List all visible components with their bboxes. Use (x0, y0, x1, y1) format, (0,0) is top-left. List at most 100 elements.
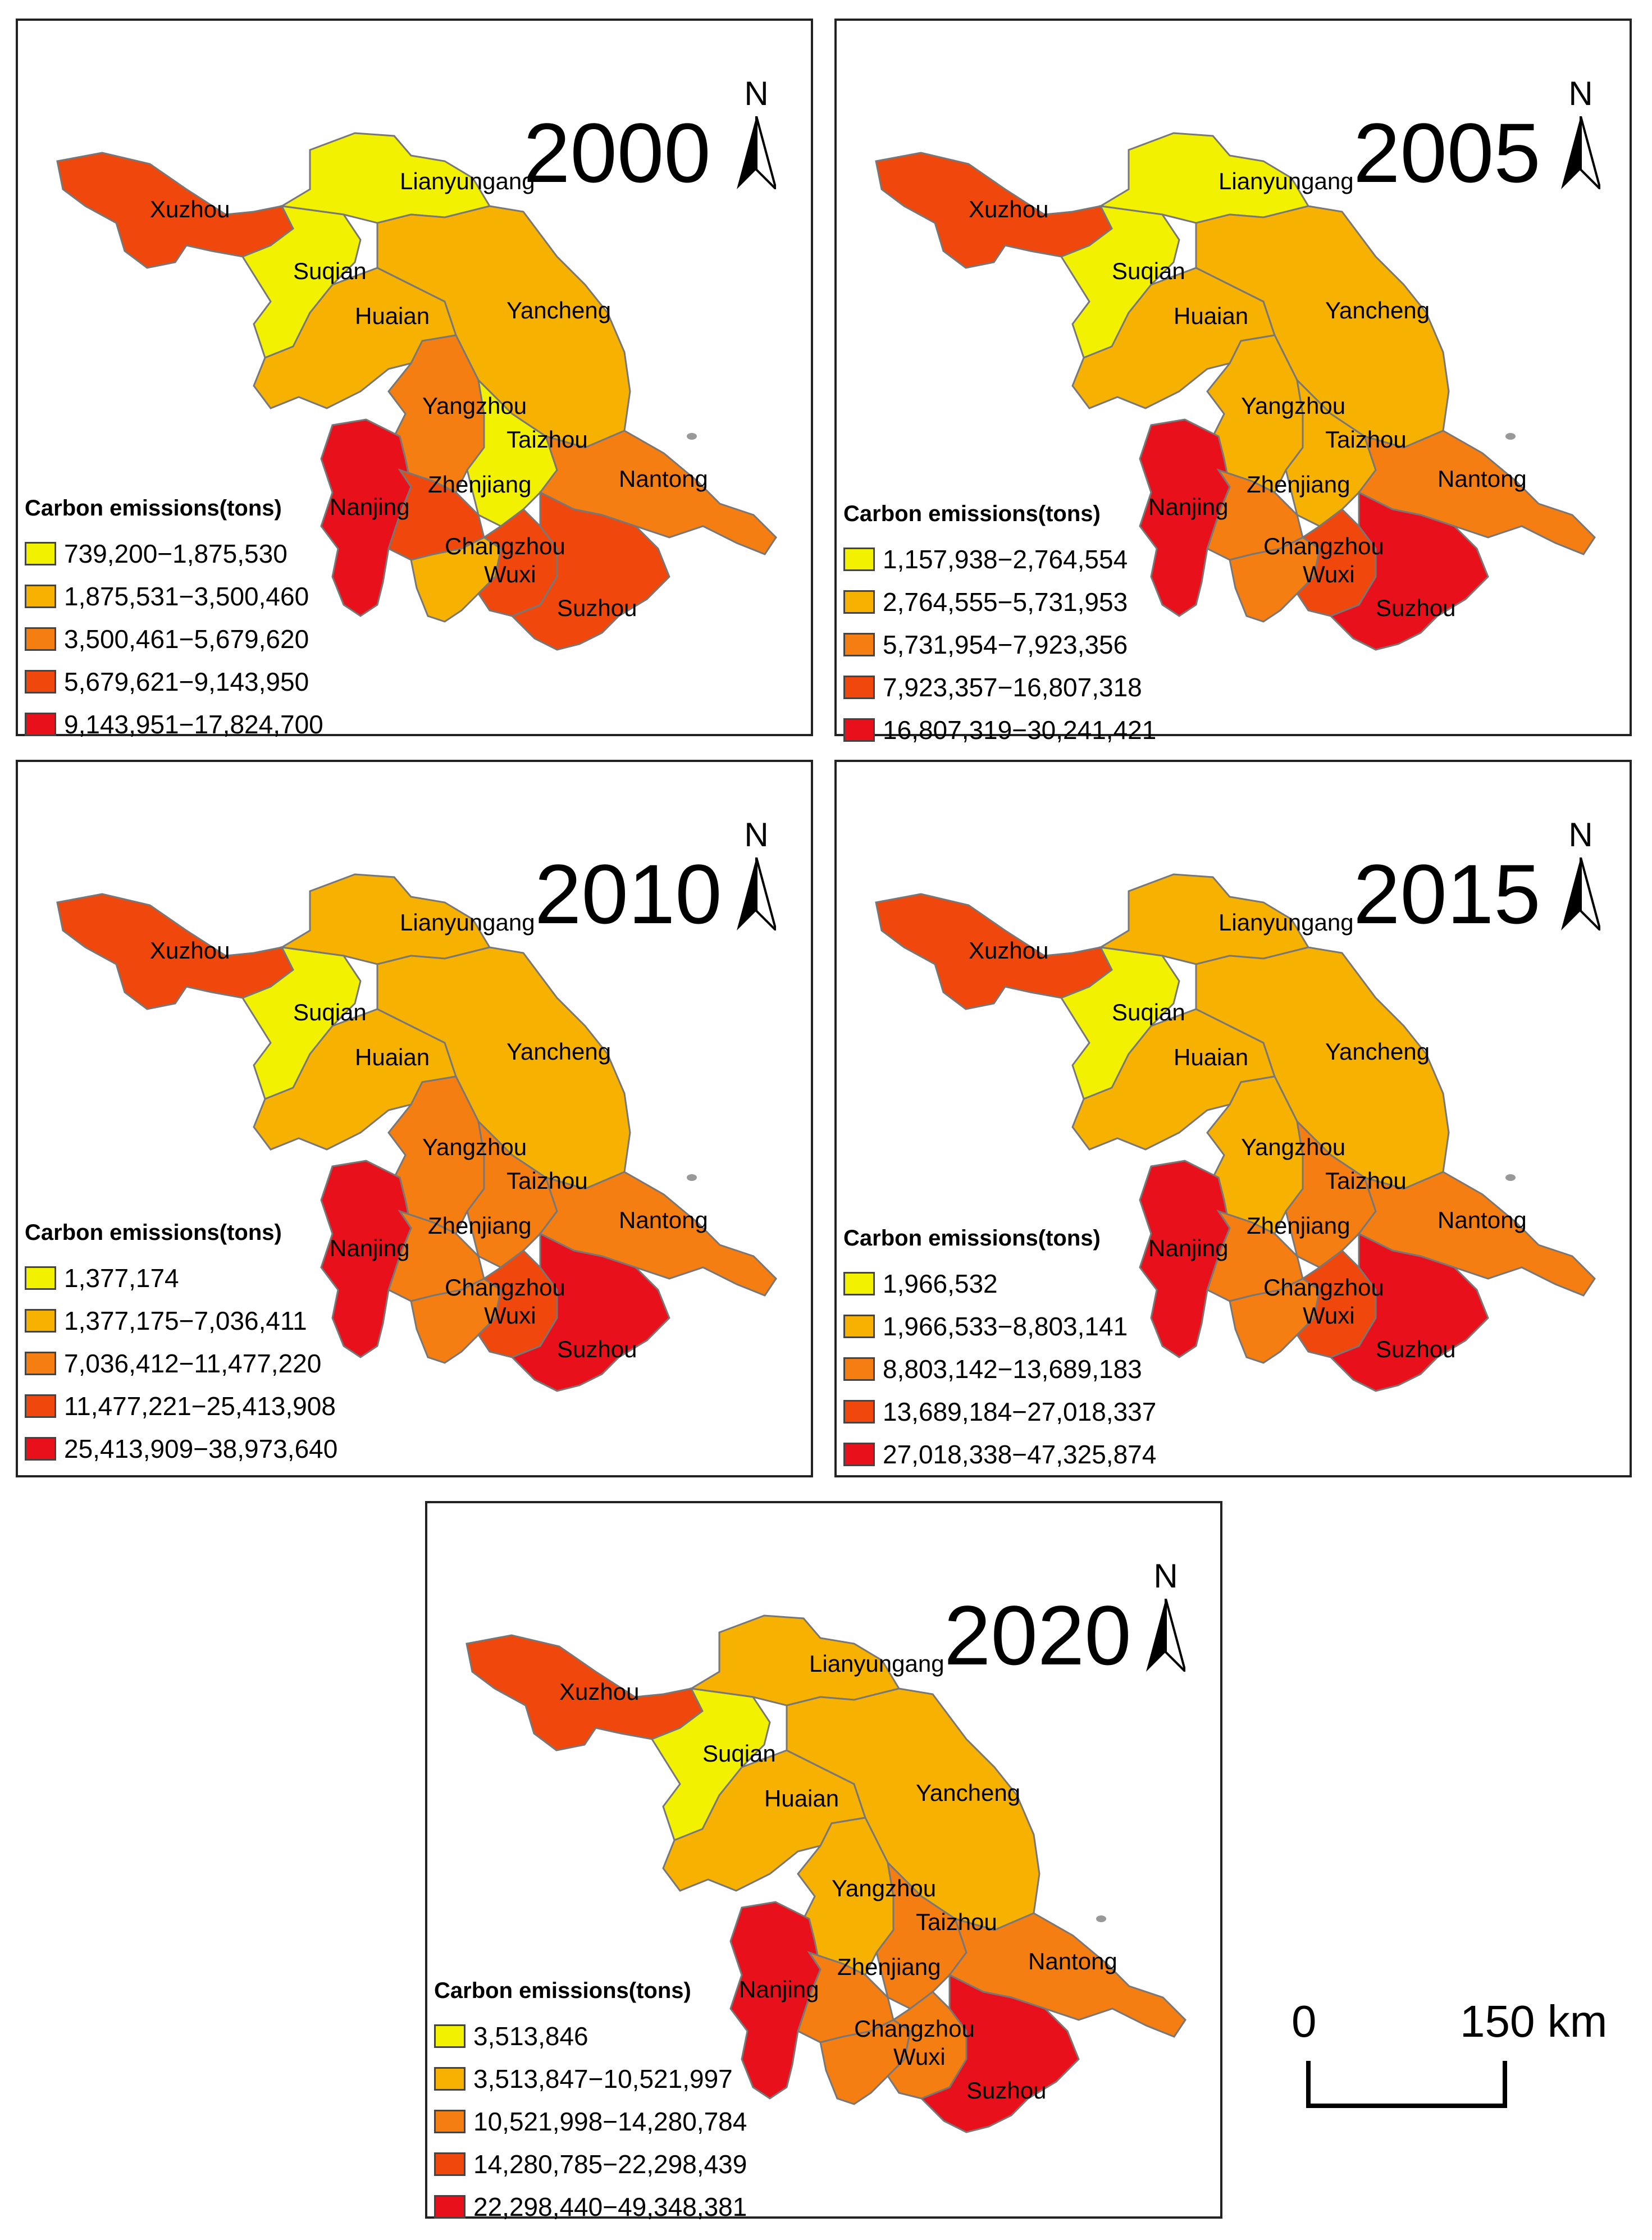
city-label-lianyungang: Lianyungang (809, 1650, 944, 1677)
city-label-nanjing: Nanjing (739, 1976, 819, 2002)
legend-item: 2,764,555−5,731,953 (843, 581, 1156, 623)
legend-title: Carbon emissions(tons) (25, 496, 282, 521)
city-label-nanjing: Nanjing (1148, 1235, 1228, 1261)
north-label: N (1568, 75, 1593, 112)
map-year-title: 2020 (944, 1588, 1131, 1682)
city-label-xuzhou: Xuzhou (150, 196, 230, 222)
city-label-xuzhou: Xuzhou (969, 196, 1048, 222)
north-arrow: N (1135, 1559, 1197, 1672)
legend-item: 3,513,847−10,521,997 (434, 2057, 747, 2100)
north-label: N (744, 816, 769, 854)
city-label-wuxi: Wuxi (484, 1302, 536, 1329)
legend-item: 1,966,532 (843, 1262, 1156, 1305)
island-shape (1505, 433, 1516, 440)
north-arrow-icon (1561, 116, 1600, 189)
city-label-yancheng: Yancheng (1325, 297, 1430, 323)
scale-bar: 0 150 km (1292, 1996, 1607, 2111)
north-arrow-icon (737, 857, 776, 930)
legend-swatch (25, 627, 56, 651)
city-label-huaian: Huaian (764, 1785, 839, 1812)
city-label-suzhou: Suzhou (557, 595, 637, 621)
city-label-changzhou: Changzhou (445, 533, 565, 559)
island-shape (687, 1174, 697, 1181)
region-nanjing (1139, 1160, 1231, 1358)
city-label-nanjing: Nanjing (1148, 494, 1228, 520)
city-label-yangzhou: Yangzhou (422, 1134, 527, 1160)
legend: Carbon emissions(tons) 1,966,532 1,966,5… (843, 1226, 1156, 1476)
legend-item: 7,923,357−16,807,318 (843, 666, 1156, 709)
legend: Carbon emissions(tons) 739,200−1,875,530… (25, 496, 323, 746)
city-label-xuzhou: Xuzhou (969, 937, 1048, 964)
city-label-zhenjiang: Zhenjiang (428, 1212, 531, 1239)
legend-label: 1,966,532 (883, 1269, 998, 1298)
legend-label: 16,807,319−30,241,421 (883, 715, 1157, 745)
map-year-title: 2015 (1353, 847, 1541, 941)
region-nanjing (320, 1160, 412, 1358)
jiangsu-map-2005: Xuzhou Lianyungang Suqian Huaian Yancheng Yan… (875, 132, 1596, 651)
legend-label: 1,377,175−7,036,411 (64, 1306, 307, 1335)
city-label-suqian: Suqian (293, 258, 367, 284)
legend-label: 25,413,909−38,973,640 (64, 1434, 338, 1463)
legend-item: 739,200−1,875,530 (25, 532, 323, 575)
city-label-yangzhou: Yangzhou (1241, 393, 1345, 419)
map-panel-2015: Xuzhou Lianyungang Suqian Huaian Yancheng Yan… (834, 760, 1632, 1477)
legend-label: 7,923,357−16,807,318 (883, 673, 1142, 702)
city-label-lianyungang: Lianyungang (400, 909, 535, 936)
scale-end-label: 150 km (1460, 1996, 1608, 2046)
city-label-wuxi: Wuxi (893, 2043, 946, 2070)
jiangsu-map-2015: Xuzhou Lianyungang Suqian Huaian Yancheng Yan… (875, 873, 1596, 1392)
legend-label: 5,679,621−9,143,950 (64, 667, 309, 696)
legend-label: 1,377,174 (64, 1263, 179, 1293)
region-yangzhou (387, 334, 485, 494)
legend-label: 11,477,221−25,413,908 (64, 1392, 336, 1421)
scale-bar-line (1306, 2061, 1507, 2108)
legend-swatch (843, 676, 875, 699)
legend-label: 1,875,531−3,500,460 (64, 582, 309, 611)
north-arrow: N (725, 77, 787, 189)
legend-item: 9,143,951−17,824,700 (25, 703, 323, 746)
city-label-nanjing: Nanjing (330, 1235, 409, 1261)
city-label-huaian: Huaian (355, 303, 430, 329)
jiangsu-map-2020: Xuzhou Lianyungang Suqian Huaian Yancheng Yan… (466, 1614, 1186, 2133)
legend: Carbon emissions(tons) 1,157,938−2,764,5… (843, 501, 1156, 751)
legend-swatch (843, 1272, 875, 1295)
city-label-taizhou: Taizhou (1325, 426, 1407, 453)
legend-item: 5,731,954−7,923,356 (843, 623, 1156, 666)
city-label-suqian: Suqian (1112, 999, 1185, 1025)
city-label-lianyungang: Lianyungang (1219, 909, 1354, 936)
north-label: N (744, 75, 769, 112)
legend-label: 3,500,461−5,679,620 (64, 624, 309, 654)
city-label-yangzhou: Yangzhou (422, 393, 527, 419)
city-label-xuzhou: Xuzhou (559, 1678, 639, 1705)
scale-start-label: 0 (1292, 1996, 1317, 2046)
legend-item: 1,875,531−3,500,460 (25, 575, 323, 618)
map-panel-2005: Xuzhou Lianyungang Suqian Huaian Yancheng Yan… (834, 19, 1632, 745)
legend-item: 14,280,785−22,298,439 (434, 2143, 747, 2186)
city-label-wuxi: Wuxi (1303, 561, 1355, 587)
legend-swatch (843, 548, 875, 571)
city-label-yangzhou: Yangzhou (1241, 1134, 1345, 1160)
map-panel-2000: Xuzhou Lianyungang Suqian Huaian Yancheng Yan… (16, 19, 813, 739)
legend-title: Carbon emissions(tons) (843, 501, 1101, 526)
legend-item: 5,679,621−9,143,950 (25, 660, 323, 703)
city-label-changzhou: Changzhou (1263, 1274, 1384, 1301)
legend-swatch (843, 590, 875, 614)
city-label-changzhou: Changzhou (445, 1274, 565, 1301)
legend-item: 7,036,412−11,477,220 (25, 1342, 337, 1385)
city-label-suqian: Suqian (1112, 258, 1185, 284)
city-label-zhenjiang: Zhenjiang (428, 471, 531, 498)
city-label-nantong: Nantong (1028, 1948, 1117, 1974)
legend-label: 2,764,555−5,731,953 (883, 587, 1128, 617)
legend-label: 1,966,533−8,803,141 (883, 1312, 1128, 1341)
legend-item: 1,966,533−8,803,141 (843, 1305, 1156, 1348)
city-label-xuzhou: Xuzhou (150, 937, 230, 964)
legend-swatch (25, 1394, 56, 1418)
legend-swatch (25, 1266, 56, 1290)
legend-item: 1,157,938−2,764,554 (843, 538, 1156, 581)
legend-item: 25,413,909−38,973,640 (25, 1427, 337, 1470)
island-shape (1505, 1174, 1516, 1181)
city-label-nantong: Nantong (619, 466, 708, 492)
legend: Carbon emissions(tons) 3,513,846 3,513,8… (434, 1978, 747, 2228)
region-nanjing (1139, 418, 1231, 617)
legend-swatch (843, 718, 875, 742)
